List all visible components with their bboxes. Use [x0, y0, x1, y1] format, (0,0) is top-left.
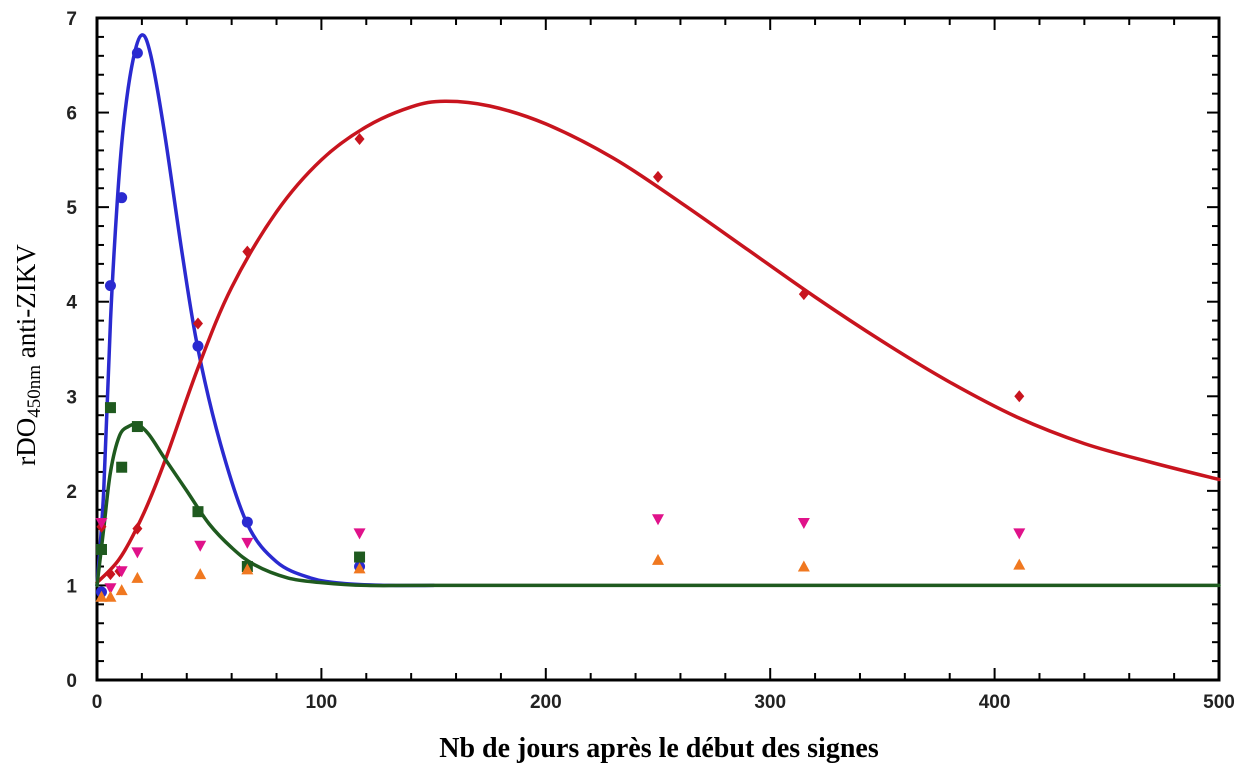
data-point-circle	[131, 47, 143, 59]
data-point-triangle-up	[1013, 558, 1026, 570]
data-point-diamond	[798, 288, 809, 301]
data-point-triangle-down	[797, 518, 810, 530]
data-point-triangle-down	[652, 514, 664, 526]
y-tick-label: 4	[66, 293, 77, 314]
x-tick-label: 0	[92, 692, 103, 713]
data-point-triangle-up	[95, 590, 108, 602]
data-points	[95, 47, 1026, 602]
data-point-triangle-up	[353, 562, 366, 574]
data-point-triangle-down	[241, 537, 254, 549]
y-tick-label: 2	[66, 482, 77, 503]
plot-border	[95, 16, 1221, 682]
x-tick-label: 500	[1203, 692, 1235, 713]
y-tick-label: 7	[66, 9, 77, 30]
y-axis-title: rDO450nm anti-ZIKV	[11, 244, 45, 466]
y-axis-title-rest: anti-ZIKV	[11, 244, 41, 365]
data-point-diamond	[653, 170, 663, 183]
x-tick-label: 200	[530, 692, 562, 713]
y-tick-label: 6	[66, 104, 77, 125]
data-point-triangle-up	[194, 568, 207, 580]
data-point-diamond	[105, 568, 116, 581]
y-tick-label: 3	[66, 387, 77, 408]
data-point-diamond	[192, 317, 203, 330]
y-axis-title-main: rDO	[11, 418, 41, 466]
data-point-square	[95, 543, 107, 555]
data-point-diamond	[132, 522, 143, 535]
data-point-circle	[116, 192, 128, 204]
y-tick-label: 5	[66, 198, 77, 219]
y-axis-title-subscript: 450nm	[24, 365, 45, 418]
data-point-triangle-down	[104, 583, 117, 595]
data-point-circle	[104, 280, 116, 292]
y-axis: 0 1 2 3 4 5 6 7	[66, 9, 1219, 692]
x-tick-label: 400	[979, 692, 1011, 713]
data-point-square	[192, 506, 204, 518]
data-point-diamond	[1014, 390, 1025, 403]
data-point-triangle-down	[131, 547, 144, 559]
data-point-triangle-down	[353, 528, 366, 540]
data-point-triangle-up	[131, 571, 144, 583]
x-tick-label: 100	[306, 692, 338, 713]
fit-curves	[95, 33, 1221, 588]
data-point-triangle-up	[797, 560, 810, 572]
fit-curve-1	[95, 99, 1221, 585]
data-point-circle	[241, 516, 253, 528]
data-point-triangle-up	[115, 584, 128, 596]
data-point-square	[116, 461, 128, 473]
data-point-triangle-down	[1013, 528, 1026, 540]
data-point-triangle-down	[95, 518, 108, 530]
x-axis-title: Nb de jours après le début des signes	[439, 733, 879, 764]
x-tick-label: 300	[754, 692, 786, 713]
data-point-triangle-down	[194, 540, 207, 552]
data-point-triangle-up	[241, 563, 254, 575]
plot-frame	[95, 16, 1221, 682]
data-point-square	[104, 402, 116, 414]
data-point-circle	[192, 340, 204, 352]
y-tick-label: 0	[66, 671, 77, 692]
y-tick-label: 1	[66, 576, 77, 597]
x-axis: 0 100 200 300 400 500	[92, 18, 1235, 713]
data-point-diamond	[354, 133, 365, 146]
data-point-square	[354, 551, 366, 563]
data-point-square	[131, 421, 143, 433]
data-point-triangle-down	[115, 566, 128, 578]
data-point-diamond	[242, 245, 253, 258]
data-point-triangle-up	[104, 590, 117, 602]
data-point-triangle-up	[652, 553, 664, 565]
